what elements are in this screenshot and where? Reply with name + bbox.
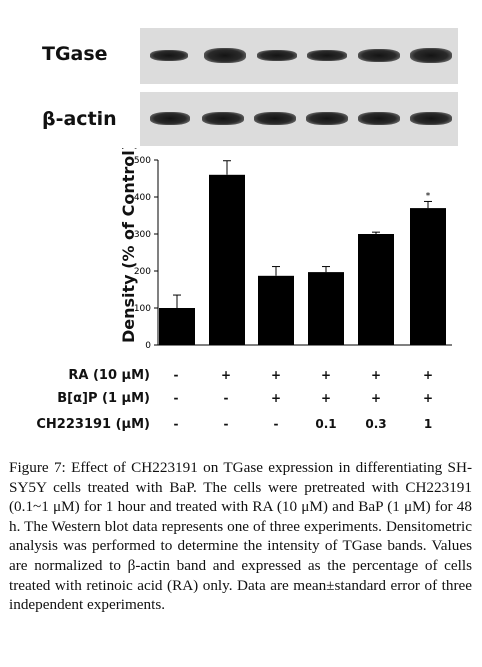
density-bar-chart: 0 100 200 300 400 500 * Density (% of Control… (119, 148, 452, 351)
condition-value: + (320, 368, 332, 382)
tgase-band (410, 48, 452, 63)
bar (358, 234, 394, 345)
condition-value: - (223, 391, 229, 405)
significance-marker: * (426, 191, 431, 201)
bar (209, 174, 245, 345)
condition-label-ra: RA (10 μM) (68, 368, 150, 383)
y-tick-label: 400 (134, 193, 151, 203)
condition-value: - (173, 391, 179, 405)
actin-band (254, 112, 296, 125)
actin-blot-panel (140, 92, 458, 146)
tgase-label: TGase (42, 43, 108, 65)
actin-band (202, 112, 244, 125)
figure-caption: Figure 7: Effect of CH223191 on TGase ex… (9, 458, 472, 615)
tgase-band (150, 50, 188, 61)
y-tick-label: 0 (145, 341, 151, 351)
tgase-band (204, 48, 246, 63)
condition-value: - (223, 417, 229, 431)
condition-value: - (173, 368, 179, 382)
condition-label-bap: B[α]P (1 μM) (57, 391, 150, 406)
condition-value: + (370, 391, 382, 405)
figure-label: Figure 7: (9, 459, 66, 476)
tgase-band (358, 49, 400, 62)
actin-label: β-actin (42, 108, 117, 130)
y-tick-label: 200 (134, 267, 151, 277)
y-tick-label: 300 (134, 230, 151, 240)
condition-value: - (273, 417, 279, 431)
y-tick-label: 500 (134, 156, 151, 166)
condition-value: + (270, 391, 282, 405)
actin-band (306, 112, 348, 125)
condition-value: 1 (423, 417, 433, 431)
y-axis-label: Density (% of Control) (119, 148, 138, 343)
condition-value: 0.1 (315, 417, 337, 431)
bar (258, 275, 294, 345)
tgase-band (307, 50, 347, 61)
condition-value: + (270, 368, 282, 382)
bar (308, 272, 344, 345)
condition-value: - (173, 417, 179, 431)
tgase-band (257, 50, 297, 61)
actin-band (410, 112, 452, 125)
caption-text: Effect of CH223191 on TGase expression i… (9, 459, 473, 614)
tgase-blot-panel (140, 28, 458, 84)
bar (410, 208, 446, 345)
condition-value: + (220, 368, 232, 382)
condition-value: + (370, 368, 382, 382)
actin-band (358, 112, 400, 125)
condition-value: + (422, 368, 434, 382)
condition-value: + (320, 391, 332, 405)
actin-band (150, 112, 190, 125)
condition-value: 0.3 (365, 417, 387, 431)
bar (159, 308, 195, 345)
condition-value: + (422, 391, 434, 405)
condition-label-ch223191: CH223191 (μM) (36, 417, 150, 432)
y-tick-label: 100 (134, 304, 151, 314)
